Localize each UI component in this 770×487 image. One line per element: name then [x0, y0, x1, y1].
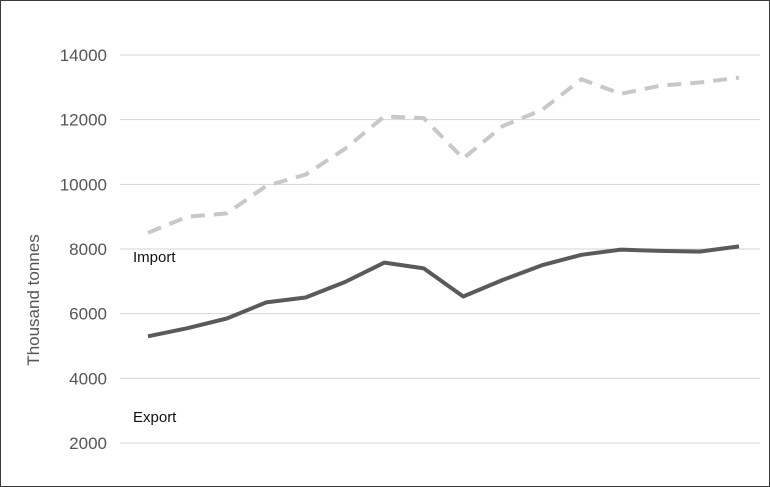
export-series-line: [147, 244, 740, 339]
y-tick-label: 10000: [60, 175, 107, 194]
import-label: Import: [133, 249, 176, 266]
y-tick-label: 12000: [60, 111, 107, 130]
y-axis-title: Thousand tonnes: [24, 234, 43, 365]
y-tick-label: 4000: [69, 369, 107, 388]
y-tick-label: 6000: [69, 305, 107, 324]
import-series-line: [147, 75, 740, 235]
y-tick-label: 14000: [60, 46, 107, 65]
y-tick-label: 2000: [69, 434, 107, 453]
y-tick-label: 8000: [69, 240, 107, 259]
export-label: Export: [133, 409, 177, 426]
series-group: [147, 75, 740, 339]
y-axis-ticks: 2000 4000 6000 8000 10000 12000 14000: [60, 46, 107, 453]
